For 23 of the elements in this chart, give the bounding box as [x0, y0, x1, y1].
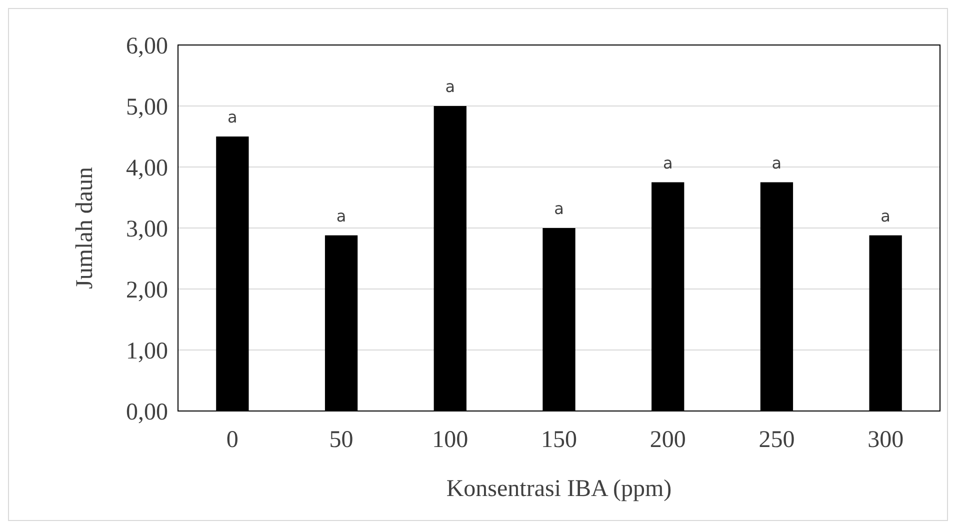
annotation: a	[445, 77, 456, 96]
y-tick-label: 0,00	[126, 399, 168, 426]
y-tick-label: 1,00	[126, 338, 168, 364]
annotation: a	[554, 199, 564, 218]
y-tick-label: 4,00	[126, 155, 168, 182]
y-tick-label: 6,00	[126, 33, 168, 60]
x-tick-label: 200	[650, 427, 686, 453]
annotation: a	[662, 153, 673, 172]
y-tick-label: 3,00	[126, 216, 168, 242]
x-tick-label: 150	[541, 427, 577, 453]
x-tick-label: 50	[329, 427, 354, 453]
annotation: a	[228, 108, 238, 126]
x-axis-title: Konsentrasi IBA (ppm)	[446, 476, 672, 502]
x-tick-label: 0	[226, 427, 238, 453]
x-tick-label: 250	[758, 427, 795, 453]
annotation: a	[772, 153, 782, 172]
y-tick-label: 5,00	[126, 94, 168, 120]
y-axis-title: Jumlah daun	[72, 167, 98, 289]
x-tick-label: 300	[868, 427, 904, 453]
y-tick-label: 2,00	[126, 277, 168, 304]
annotation: a	[880, 206, 890, 226]
x-tick-label: 100	[432, 427, 468, 453]
annotation: a	[336, 206, 346, 226]
